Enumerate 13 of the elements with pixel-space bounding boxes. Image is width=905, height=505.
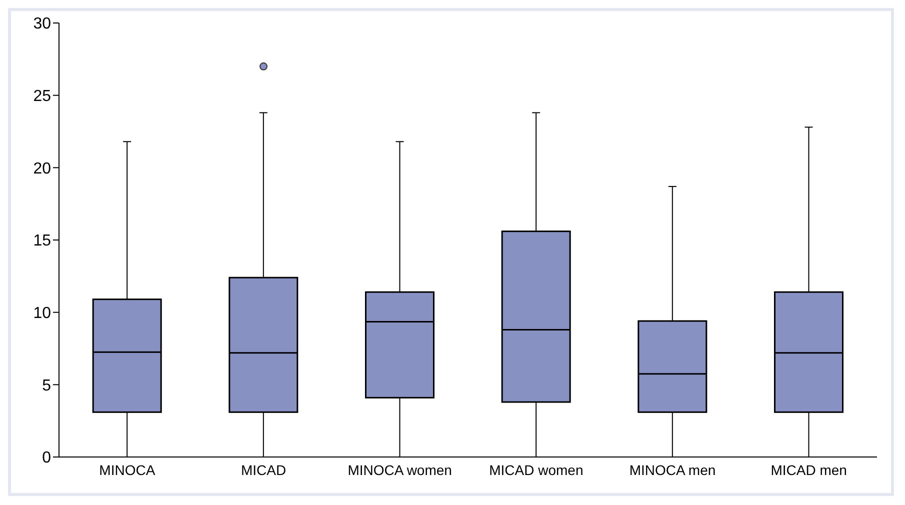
y-tick-label: 20 bbox=[33, 160, 52, 178]
y-tick-label: 5 bbox=[42, 377, 52, 394]
y-tick-label: 30 bbox=[33, 16, 52, 33]
x-tick-label: MINOCA women bbox=[348, 462, 452, 478]
x-tick-label: MICAD men bbox=[770, 462, 847, 478]
y-tick-label: 25 bbox=[33, 88, 52, 106]
x-tick-label: MINOCA men bbox=[629, 462, 716, 478]
y-tick-label: 10 bbox=[33, 305, 52, 322]
x-tick-label: MINOCA bbox=[99, 462, 156, 478]
y-tick-label: 0 bbox=[42, 450, 52, 467]
x-tick-label: MICAD women bbox=[489, 462, 584, 478]
x-tick-label: MICAD bbox=[240, 462, 286, 478]
y-tick-label: 15 bbox=[33, 232, 52, 250]
